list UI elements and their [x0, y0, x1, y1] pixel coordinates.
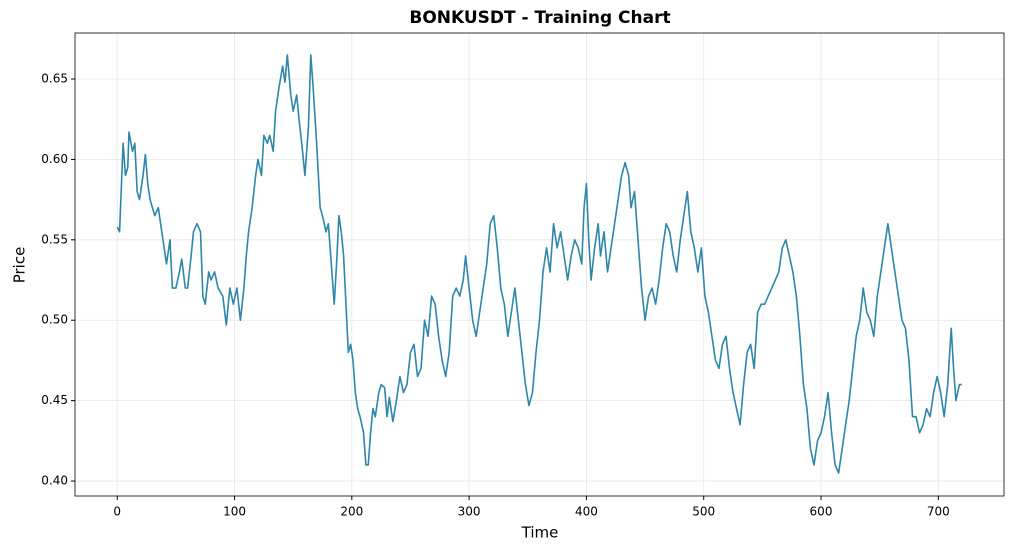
x-tick-label: 100 [223, 505, 246, 519]
y-tick-label: 0.55 [41, 232, 68, 246]
y-axis-label: Price [11, 247, 29, 284]
x-tick-label: 300 [458, 505, 481, 519]
x-tick-label: 600 [810, 505, 833, 519]
x-tick-label: 500 [692, 505, 715, 519]
x-tick-label: 700 [927, 505, 950, 519]
y-tick-label: 0.45 [41, 393, 68, 407]
x-tick-label: 400 [575, 505, 598, 519]
chart-title: BONKUSDT - Training Chart [409, 8, 670, 28]
x-tick-label: 200 [340, 505, 363, 519]
y-tick-label: 0.60 [41, 152, 68, 166]
plot-frame [74, 32, 1005, 497]
price-line [116, 54, 962, 474]
x-tick-label: 0 [113, 505, 121, 519]
x-axis-label: Time [521, 524, 559, 542]
y-tick-label: 0.40 [41, 474, 68, 488]
y-tick-label: 0.50 [41, 313, 68, 327]
y-tick-label: 0.65 [41, 71, 68, 85]
